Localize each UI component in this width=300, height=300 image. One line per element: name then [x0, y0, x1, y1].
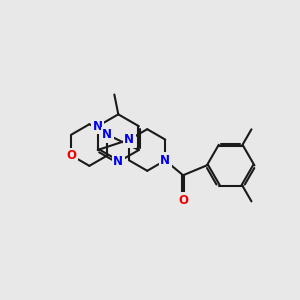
Text: N: N — [113, 155, 123, 168]
Text: N: N — [102, 128, 112, 141]
Text: N: N — [124, 133, 134, 146]
Text: N: N — [160, 154, 170, 167]
Text: N: N — [93, 120, 103, 133]
Text: O: O — [178, 194, 188, 206]
Text: O: O — [66, 149, 76, 162]
